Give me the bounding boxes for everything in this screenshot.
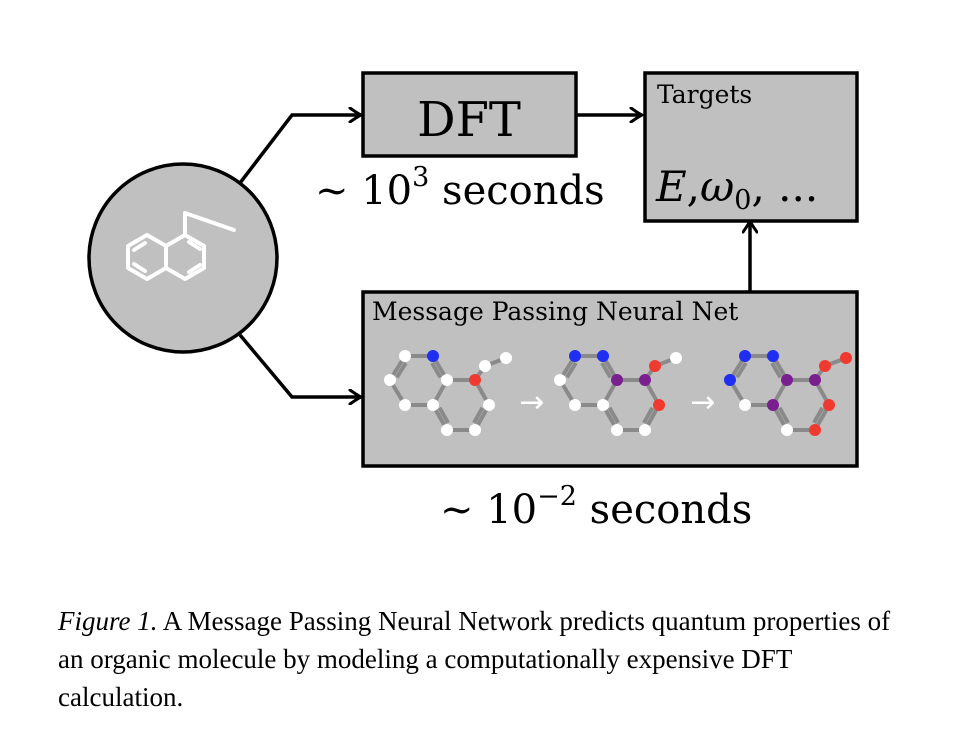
- molecule-circle: [87, 162, 279, 354]
- mpnn-box: Message Passing Neural Net → →: [361, 290, 859, 468]
- graph-step-1: [384, 350, 512, 436]
- graph-node: [809, 374, 821, 386]
- dft-label: DFT: [417, 92, 521, 148]
- graph-node: [823, 399, 835, 411]
- graph-node: [483, 399, 495, 411]
- graph-node: [739, 350, 751, 362]
- graph-node: [469, 424, 481, 436]
- graph-double-bond: [777, 406, 790, 424]
- graph-node: [739, 399, 751, 411]
- mpnn-time-label: ~ 10−2 seconds: [440, 481, 752, 533]
- graph-node: [569, 399, 581, 411]
- graph-node: [427, 399, 439, 411]
- graph-node: [469, 374, 481, 386]
- graph-node: [639, 374, 651, 386]
- graph-node: [597, 350, 609, 362]
- graph-double-bond: [472, 406, 485, 424]
- graph-node: [781, 424, 793, 436]
- caption-text: A Message Passing Neural Network predict…: [58, 606, 891, 712]
- message-passing-graphs: [384, 350, 852, 436]
- graph-node: [399, 350, 411, 362]
- graph-node: [500, 352, 512, 364]
- graph-node: [767, 399, 779, 411]
- graph-node: [639, 424, 651, 436]
- arrow-molecule-to-mpnn: [238, 333, 360, 397]
- figure-label: Figure 1.: [58, 606, 158, 636]
- targets-title: Targets: [657, 80, 752, 109]
- dft-time-label: ~ 103 seconds: [315, 162, 605, 214]
- input-molecule: [87, 162, 279, 354]
- graph-step-2: [554, 350, 682, 436]
- graph-node: [611, 424, 623, 436]
- graph-node: [767, 350, 779, 362]
- figure-caption: Figure 1. A Message Passing Neural Netwo…: [58, 602, 918, 716]
- graph-node: [724, 374, 736, 386]
- graph-double-bond: [607, 406, 620, 424]
- graph-node: [479, 360, 491, 372]
- mpnn-step-arrow-1: →: [519, 385, 544, 420]
- targets-box: Targets E,ω0, ...: [643, 71, 859, 223]
- graph-double-bond: [565, 361, 578, 379]
- mpnn-title: Message Passing Neural Net: [372, 297, 738, 326]
- graph-node: [611, 374, 623, 386]
- dft-box: DFT: [361, 71, 578, 158]
- graph-node: [384, 374, 396, 386]
- graph-step-3: [724, 350, 852, 436]
- graph-node: [554, 374, 566, 386]
- graph-node: [441, 374, 453, 386]
- graph-node: [809, 424, 821, 436]
- graph-node: [597, 399, 609, 411]
- targets-formula: E,ω0, ...: [655, 162, 818, 216]
- graph-double-bond: [812, 406, 825, 424]
- graph-node: [569, 350, 581, 362]
- graph-node: [840, 352, 852, 364]
- graph-node: [649, 360, 661, 372]
- graph-node: [670, 352, 682, 364]
- arrow-molecule-to-dft: [238, 115, 360, 185]
- methylnaphthalene-icon: [126, 211, 236, 281]
- graph-node: [819, 360, 831, 372]
- graph-double-bond: [642, 406, 655, 424]
- graph-double-bond: [735, 361, 748, 379]
- graph-node: [399, 399, 411, 411]
- graph-node: [653, 399, 665, 411]
- graph-double-bond: [395, 361, 408, 379]
- graph-double-bond: [600, 361, 613, 379]
- graph-node: [441, 424, 453, 436]
- graph-double-bond: [430, 361, 443, 379]
- graph-node: [427, 350, 439, 362]
- graph-double-bond: [770, 361, 783, 379]
- graph-double-bond: [437, 406, 450, 424]
- mpnn-step-arrow-2: →: [690, 385, 715, 420]
- graph-node: [781, 374, 793, 386]
